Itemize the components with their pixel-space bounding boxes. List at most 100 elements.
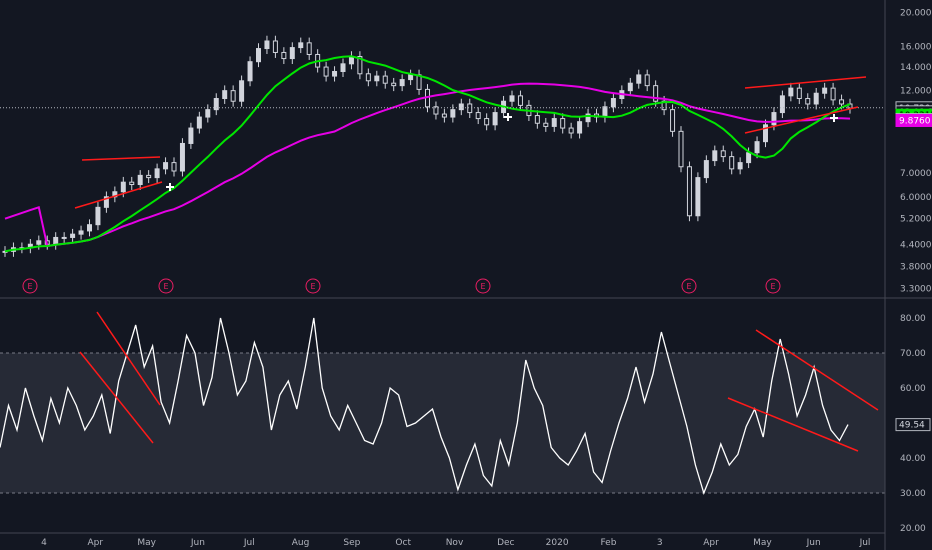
candle-body [551, 118, 557, 127]
time-tick-label: Jul [859, 538, 871, 548]
candle-body [163, 162, 169, 170]
candle-body [154, 168, 160, 179]
price-tick-label: 3.8000 [900, 263, 932, 273]
trendline[interactable] [744, 106, 859, 134]
earnings-marker-icon[interactable] [158, 278, 174, 294]
candle-body [298, 42, 304, 49]
candle-body [120, 181, 126, 193]
earnings-marker-label: E [310, 282, 315, 291]
candle-body [103, 196, 109, 208]
earnings-marker-icon[interactable] [765, 278, 781, 294]
candle-body [763, 124, 768, 143]
candle-body [61, 236, 67, 239]
candle-body [509, 95, 515, 102]
candle-body [281, 51, 287, 60]
price-tick-label: 5.2000 [900, 215, 932, 225]
earnings-marker-label: E [163, 282, 168, 291]
candle-body [771, 112, 777, 126]
price-tick-label: 4.4000 [900, 240, 932, 250]
time-tick-label: May [753, 538, 772, 548]
time-tick-label: 2020 [546, 538, 569, 548]
candle-body [779, 95, 785, 114]
candle-body [441, 113, 447, 118]
candle-body [264, 40, 270, 50]
candle-body [543, 122, 549, 127]
rsi-tick-label: 60.00 [900, 384, 926, 394]
price-tick-label: 7.0000 [900, 169, 932, 179]
time-tick-label: May [137, 538, 156, 548]
candle-body [475, 112, 481, 120]
time-tick-label: Nov [446, 538, 464, 548]
time-tick-label: Jun [806, 538, 821, 548]
time-tick-label: Oct [395, 538, 411, 548]
earnings-marker-icon[interactable] [305, 278, 321, 294]
candle-body [517, 95, 523, 106]
candle-body [450, 109, 456, 118]
candle-body [36, 240, 42, 245]
candle-body [720, 150, 726, 158]
earnings-marker-icon[interactable] [681, 278, 697, 294]
candle-body [686, 166, 692, 217]
rsi-trendline[interactable] [727, 397, 859, 452]
earnings-marker-label: E [686, 282, 691, 291]
candle-body [433, 106, 439, 115]
price-tick-label: 3.3000 [900, 284, 932, 294]
earnings-marker-icon[interactable] [22, 278, 38, 294]
candle-body [678, 130, 684, 168]
candle-body [196, 116, 202, 129]
candle-body [289, 47, 295, 60]
rsi-trendline[interactable] [79, 351, 154, 444]
candle-body [171, 162, 177, 172]
time-tick-label: 4 [41, 538, 47, 548]
candle-body [636, 74, 642, 84]
candle-body [737, 162, 743, 170]
earnings-marker-label: E [27, 282, 32, 291]
candle-body [746, 152, 752, 164]
ma-slow-line [4, 82, 851, 248]
rsi-tick-label: 70.00 [900, 349, 926, 359]
trendline[interactable] [74, 181, 163, 209]
time-tick-label: Apr [703, 538, 719, 548]
candle-body [568, 127, 574, 134]
time-tick-label: Sep [343, 538, 360, 548]
time-tick-label: 3 [657, 538, 663, 548]
candle-body [653, 85, 659, 102]
trendline[interactable] [81, 156, 161, 161]
candle-body [365, 73, 371, 82]
candle-body [729, 156, 735, 170]
time-tick-label: Jun [190, 538, 205, 548]
candle-body [306, 42, 312, 55]
rsi-trendline[interactable] [755, 329, 879, 411]
trendline[interactable] [744, 76, 867, 89]
price-label-text: 9.8760 [899, 116, 931, 126]
price-tick-label: 14.0000 [900, 63, 932, 73]
price-tick-label: 6.0000 [900, 193, 932, 203]
candle-body [230, 90, 236, 102]
time-tick-label: Apr [88, 538, 104, 548]
candle-body [399, 79, 405, 87]
candle-body [577, 121, 583, 134]
earnings-marker-icon[interactable] [475, 278, 491, 294]
candle-body [146, 174, 152, 179]
rsi-current-label: 49.54 [899, 421, 925, 431]
candle-body [408, 74, 414, 81]
rsi-trendline[interactable] [96, 311, 161, 406]
price-tick-label: 12.0000 [900, 87, 932, 97]
candle-body [179, 142, 185, 172]
crossover-marker-icon [504, 113, 512, 121]
candle-body [534, 115, 540, 124]
price-tick-label: 16.0000 [900, 43, 932, 53]
candle-body [813, 92, 819, 105]
candle-body [822, 87, 828, 94]
candle-body [340, 63, 346, 73]
candle-body [610, 98, 616, 108]
rsi-pane[interactable] [0, 311, 885, 495]
earnings-marker-label: E [480, 282, 485, 291]
candle-body [188, 127, 194, 144]
earnings-marker-label: E [770, 282, 775, 291]
candle-body [754, 141, 760, 154]
rsi-current-tag [895, 418, 931, 432]
